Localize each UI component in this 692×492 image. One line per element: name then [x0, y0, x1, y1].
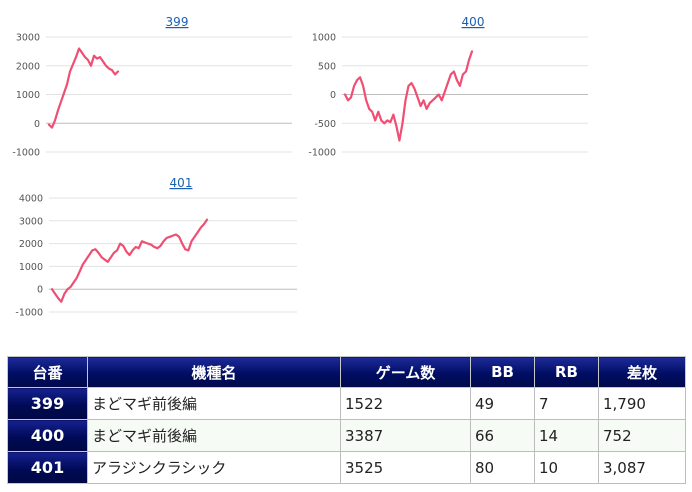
machine-number: 399 — [7, 387, 88, 420]
header-difference: 差枚 — [598, 356, 686, 388]
game-count: 1522 — [340, 387, 471, 420]
y-tick-label: 1000 — [312, 33, 336, 44]
bb-count: 80 — [470, 451, 535, 484]
y-tick-label: -500 — [314, 119, 336, 130]
header-machine-name: 機種名 — [87, 356, 341, 388]
header-game-count: ゲーム数 — [340, 356, 471, 388]
series-line — [343, 50, 474, 142]
chart-399-plot: 399 3000 2000 1000 0 -1000 — [12, 15, 292, 159]
difference: 3,087 — [598, 451, 686, 484]
chart-400-plot: 400 1000 500 0 -500 -1000 — [308, 15, 588, 159]
header-machine-number: 台番 — [7, 356, 88, 388]
chart-title[interactable]: 401 — [170, 176, 193, 190]
y-tick-label: -1000 — [15, 308, 43, 319]
y-tick-label: 4000 — [19, 194, 43, 205]
machine-table: 台番 機種名 ゲーム数 BB RB 差枚 399 まどマギ前後編 1522 49… — [7, 356, 686, 484]
y-tick-label: 0 — [330, 90, 336, 101]
y-tick-label: 3000 — [16, 33, 40, 44]
table-row: 401 アラジンクラシック 3525 80 10 3,087 — [7, 451, 686, 484]
chart-title[interactable]: 399 — [166, 15, 189, 29]
header-bb: BB — [470, 356, 535, 388]
game-count: 3525 — [340, 451, 471, 484]
chart-399: 399 3000 2000 1000 0 -1000 — [0, 0, 300, 170]
machine-name: アラジンクラシック — [87, 451, 341, 484]
table-row: 400 まどマギ前後編 3387 66 14 752 — [7, 419, 686, 452]
game-count: 3387 — [340, 419, 471, 452]
y-tick-label: 3000 — [19, 216, 43, 227]
series-line — [47, 47, 120, 129]
difference: 1,790 — [598, 387, 686, 420]
chart-401: 401 4000 3000 2000 1000 0 -1000 — [0, 165, 300, 335]
y-tick-label: 2000 — [16, 61, 40, 72]
y-tick-label: 0 — [37, 285, 43, 296]
y-tick-label: 500 — [318, 61, 336, 72]
chart-401-plot: 401 4000 3000 2000 1000 0 -1000 — [15, 176, 297, 319]
header-rb: RB — [534, 356, 599, 388]
y-tick-label: 1000 — [19, 262, 43, 273]
chart-400: 400 1000 500 0 -500 -1000 — [300, 0, 600, 170]
y-tick-label: 2000 — [19, 239, 43, 250]
rb-count: 7 — [534, 387, 599, 420]
series-line — [50, 218, 209, 303]
machine-name: まどマギ前後編 — [87, 419, 341, 452]
y-tick-label: 0 — [34, 119, 40, 130]
bb-count: 66 — [470, 419, 535, 452]
rb-count: 10 — [534, 451, 599, 484]
table-header-row: 台番 機種名 ゲーム数 BB RB 差枚 — [7, 356, 686, 388]
difference: 752 — [598, 419, 686, 452]
y-tick-label: -1000 — [308, 148, 336, 159]
machine-number: 401 — [7, 451, 88, 484]
chart-title[interactable]: 400 — [462, 15, 485, 29]
machine-name: まどマギ前後編 — [87, 387, 341, 420]
machine-number: 400 — [7, 419, 88, 452]
bb-count: 49 — [470, 387, 535, 420]
table-row: 399 まどマギ前後編 1522 49 7 1,790 — [7, 387, 686, 420]
y-tick-label: -1000 — [12, 148, 40, 159]
y-tick-label: 1000 — [16, 90, 40, 101]
rb-count: 14 — [534, 419, 599, 452]
